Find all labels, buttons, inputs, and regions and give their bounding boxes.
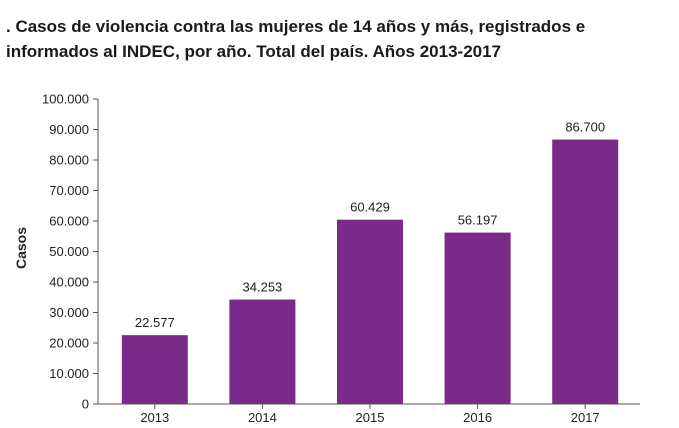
x-axis: 2013 2014 2015 2016 2017	[98, 403, 640, 425]
data-label-2017: 86.700	[565, 120, 605, 135]
y-axis-label: Casos	[13, 227, 29, 269]
y-tick-label: 30.000	[49, 305, 89, 320]
y-tick-label: 90.000	[49, 122, 89, 137]
x-tick-label: 2017	[571, 410, 600, 425]
x-tick-label: 2015	[356, 410, 385, 425]
y-tick-label: 10.000	[49, 366, 89, 381]
bar-2017	[552, 139, 619, 404]
y-tick-label: 40.000	[49, 275, 89, 290]
y-axis: 0 10.000 20.000 30.000 40.000 50.000 60.000 70.…	[42, 92, 99, 412]
bar-2016	[444, 232, 511, 404]
data-label-2015: 60.429	[350, 200, 390, 215]
y-tick-label: 100.000	[42, 92, 89, 107]
data-label-2014: 34.253	[243, 280, 283, 295]
x-tick-label: 2016	[463, 410, 492, 425]
y-tick-label: 80.000	[49, 153, 89, 168]
data-label-2013: 22.577	[135, 315, 175, 330]
chart-title: . Casos de violencia contra las mujeres …	[6, 17, 586, 61]
y-tick-label: 70.000	[49, 183, 89, 198]
x-tick-label: 2013	[140, 410, 169, 425]
x-tick-label: 2014	[248, 410, 277, 425]
bar-2013	[121, 335, 188, 404]
y-tick-label: 60.000	[49, 214, 89, 229]
bar-2015	[337, 219, 403, 404]
bars	[121, 139, 619, 404]
y-tick-label: 50.000	[49, 244, 89, 259]
y-tick-label: 0	[82, 397, 89, 412]
y-tick-label: 20.000	[49, 336, 89, 351]
data-labels: 22.577 34.253 60.429 56.197 86.700	[135, 120, 605, 331]
data-label-2016: 56.197	[458, 213, 498, 228]
bar-2014	[229, 299, 296, 404]
